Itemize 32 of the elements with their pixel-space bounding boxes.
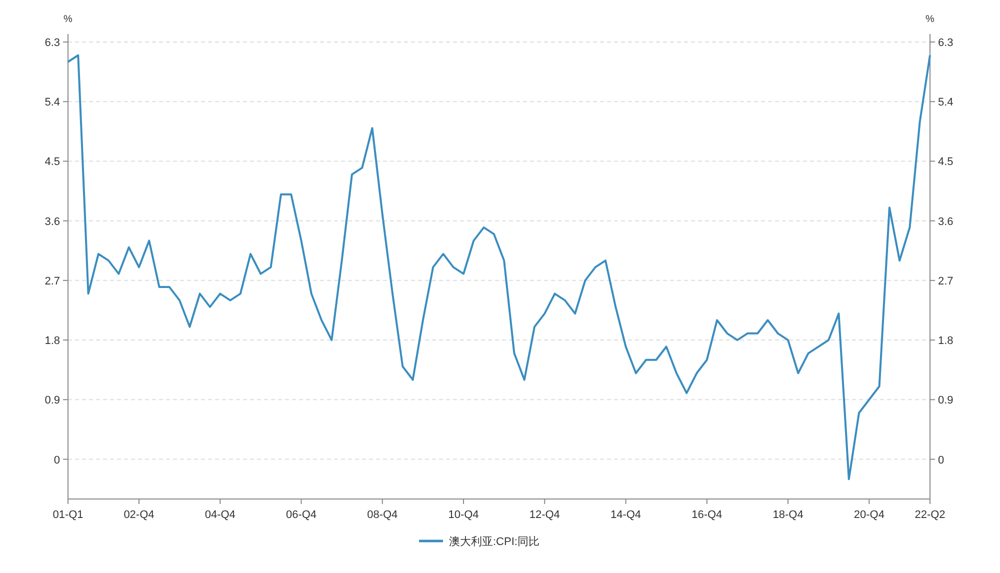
y2-tick-label: 0.9 — [938, 394, 954, 407]
legend: 澳大利亚:CPI:同比 — [419, 536, 540, 548]
y2-tick-label: 0 — [938, 454, 944, 466]
x-tick-label: 04-Q4 — [204, 509, 236, 521]
x-tick-label: 01-Q1 — [52, 509, 84, 521]
x-tick-label: 20-Q4 — [854, 509, 884, 521]
y-tick-label: 6.3 — [44, 37, 60, 49]
x-tick-label: 22-Q2 — [914, 509, 946, 521]
y-tick-label: 2.7 — [44, 275, 60, 288]
x-tick-label: 06-Q4 — [286, 509, 317, 521]
y-tick-label: 1.8 — [44, 335, 60, 348]
legend-label: 澳大利亚:CPI:同比 — [449, 535, 540, 548]
x-tick-label: 16-Q4 — [692, 509, 722, 521]
x-tick-label: 18-Q4 — [772, 509, 804, 521]
x-tick-label: 14-Q4 — [610, 509, 642, 521]
y-axis-title: % — [64, 14, 73, 25]
y2-tick-label: 5.4 — [938, 96, 954, 109]
y-tick-label: 5.4 — [44, 96, 60, 109]
y-tick-label: 4.5 — [44, 156, 60, 168]
y2-tick-label: 2.7 — [938, 275, 954, 288]
x-tick-label: 10-Q4 — [448, 509, 479, 521]
y2-tick-label: 1.8 — [938, 335, 954, 348]
y2-tick-label: 4.5 — [938, 156, 954, 168]
y2-tick-label: 3.6 — [938, 216, 954, 228]
y2-axis-title: % — [926, 14, 935, 25]
x-tick-label: 12-Q4 — [529, 509, 560, 521]
y-tick-label: 0 — [54, 454, 60, 466]
y-tick-label: 3.6 — [44, 216, 60, 228]
y-tick-label: 0.9 — [44, 394, 60, 407]
y2-tick-label: 6.3 — [938, 37, 954, 49]
x-tick-label: 02-Q4 — [124, 509, 154, 521]
x-tick-label: 08-Q4 — [367, 509, 398, 521]
